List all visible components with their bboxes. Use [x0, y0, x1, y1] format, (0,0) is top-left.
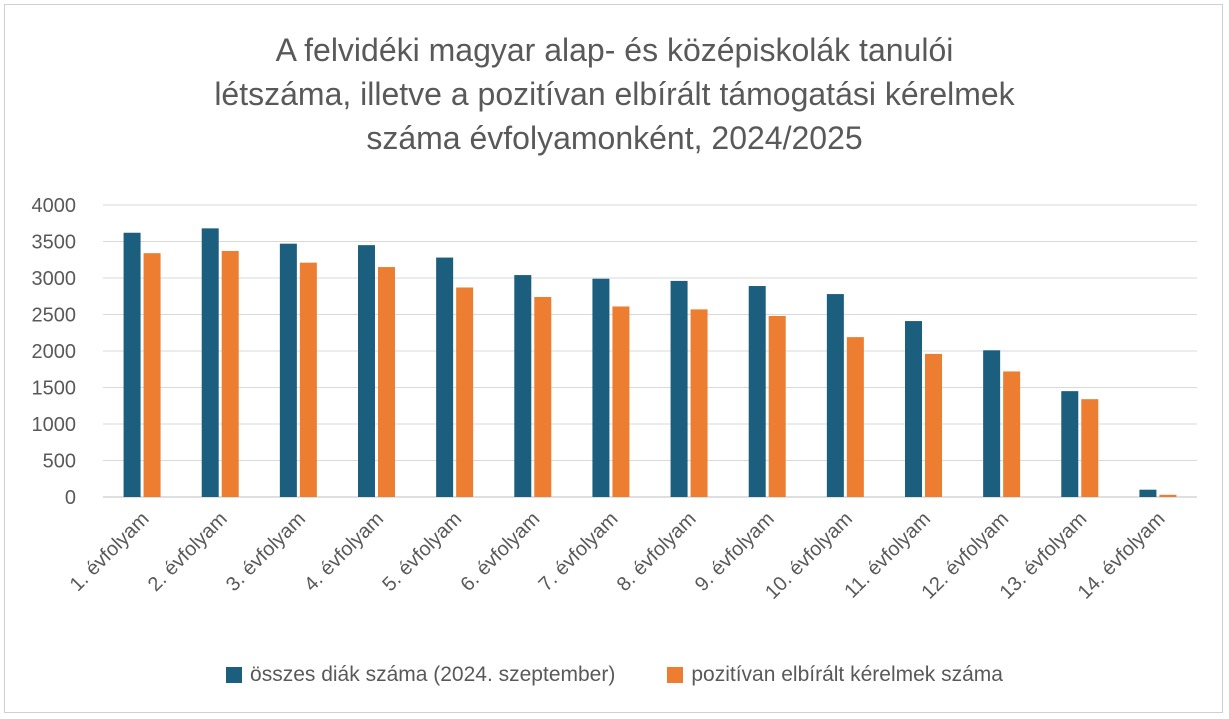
- y-tick-label: 500: [43, 451, 76, 473]
- bar-approved-requests: [534, 296, 552, 497]
- bar-total-students: [905, 321, 922, 497]
- y-tick-label: 1000: [32, 414, 77, 436]
- bar-total-students: [592, 278, 610, 497]
- bar-total-students: [983, 350, 1001, 497]
- bar-approved-requests: [378, 267, 395, 497]
- bar-approved-requests: [456, 287, 474, 497]
- bar-approved-requests: [299, 262, 317, 497]
- bar-approved-requests: [1159, 494, 1177, 497]
- y-tick-label: 3500: [32, 232, 77, 254]
- bar-total-students: [436, 257, 454, 497]
- y-tick-label: 2000: [32, 341, 77, 363]
- x-tick-label: 7. évfolyam: [535, 508, 623, 596]
- legend-swatch-approved-requests: [667, 667, 684, 683]
- legend-label-total-students: összes diák száma (2024. szeptember): [250, 663, 616, 686]
- chart-title-line-3: száma évfolyamonként, 2024/2025: [366, 120, 863, 156]
- bar-approved-requests: [768, 315, 786, 497]
- bar-total-students: [514, 275, 532, 497]
- bar-approved-requests: [221, 250, 239, 497]
- x-tick-label: 4. évfolyam: [300, 508, 388, 596]
- chart-title-line-1: A felvidéki magyar alap- és középiskolák…: [275, 32, 954, 68]
- bar-total-students: [1139, 489, 1157, 497]
- chart-title-line-2: létszáma, illetve a pozitívan elbírált t…: [214, 76, 1015, 112]
- y-tick-label: 0: [65, 487, 76, 509]
- legend-item-approved-requests: pozitívan elbírált kérelmek száma: [667, 662, 1003, 688]
- y-tick-label: 1500: [32, 378, 77, 400]
- bar-total-students: [358, 245, 375, 497]
- bar-total-students: [826, 294, 844, 497]
- bar-approved-requests: [846, 337, 864, 497]
- x-tick-label: 8. évfolyam: [613, 508, 701, 596]
- x-tick-label: 6. évfolyam: [456, 508, 544, 596]
- bar-total-students: [748, 286, 766, 497]
- x-tick-label: 2. évfolyam: [144, 508, 232, 596]
- bar-approved-requests: [925, 353, 942, 497]
- bar-total-students: [670, 280, 688, 497]
- legend-swatch-total-students: [226, 667, 243, 683]
- y-tick-label: 3000: [32, 268, 77, 290]
- bar-total-students: [1061, 391, 1079, 497]
- bar-approved-requests: [690, 309, 708, 497]
- x-tick-label: 3. évfolyam: [222, 508, 310, 596]
- legend: összes diák száma (2024. szeptember) poz…: [0, 662, 1229, 688]
- x-tick-label: 1. évfolyam: [66, 508, 154, 596]
- legend-item-total-students: összes diák száma (2024. szeptember): [226, 662, 615, 688]
- legend-label-approved-requests: pozitívan elbírált kérelmek száma: [691, 663, 1003, 686]
- chart-title: A felvidéki magyar alap- és középiskolák…: [0, 28, 1229, 160]
- bar-approved-requests: [612, 306, 630, 497]
- bar-approved-requests: [1081, 399, 1099, 497]
- y-tick-label: 2500: [32, 305, 77, 327]
- bar-total-students: [201, 228, 219, 498]
- bar-total-students: [123, 232, 141, 498]
- bar-approved-requests: [143, 253, 161, 497]
- bar-approved-requests: [1003, 371, 1021, 497]
- bar-total-students: [279, 243, 297, 497]
- x-tick-label: 5. évfolyam: [378, 508, 466, 596]
- y-tick-label: 4000: [32, 195, 77, 217]
